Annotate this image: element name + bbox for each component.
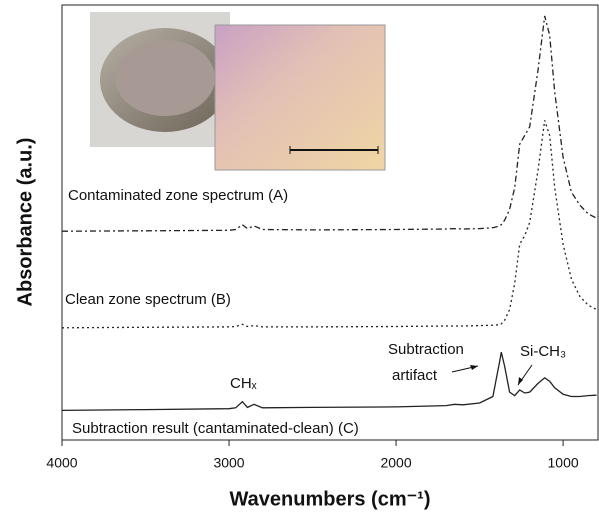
x-tick-label: 4000 (46, 455, 77, 471)
spectrum-line (62, 352, 597, 410)
arrow-head (470, 365, 478, 370)
annotation: artifact (392, 367, 438, 384)
photo-micro (215, 25, 385, 170)
chart: CHₓ Subtraction artifact Si-CH₃ Contamin… (0, 0, 599, 521)
x-axis-title: Wavenumbers (cm⁻¹) (230, 488, 431, 510)
page: {"chart_data": {"type": "line", "xlabel"… (0, 0, 599, 526)
series-label: Clean zone spectrum (B) (65, 291, 231, 308)
x-tick-label: 1000 (548, 455, 579, 471)
y-axis-title: Absorbance (a.u.) (14, 138, 36, 307)
annotation: Subtraction (388, 341, 464, 358)
ring-inner (115, 40, 215, 116)
annotation: CHₓ (230, 375, 257, 392)
series-label: Contaminated zone spectrum (A) (68, 187, 288, 204)
series-label: Subtraction result (cantaminated-clean) … (72, 420, 359, 437)
x-tick-label: 3000 (213, 455, 244, 471)
inset-photos (90, 12, 385, 170)
x-tick-label: 2000 (380, 455, 411, 471)
annotation: Si-CH₃ (520, 343, 566, 360)
